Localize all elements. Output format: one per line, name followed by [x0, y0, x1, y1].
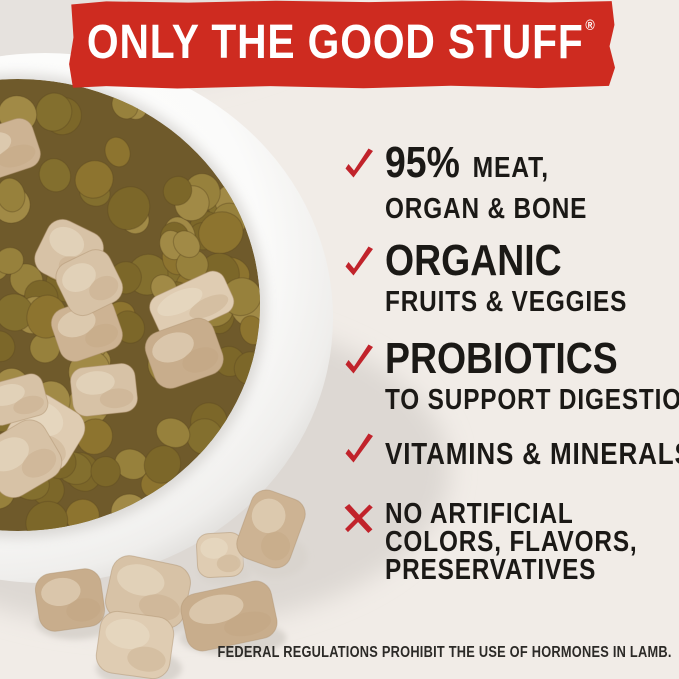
- freeze-dried-chunk: [144, 317, 224, 389]
- registered-trademark: ®: [585, 17, 596, 34]
- kibble-layer: [0, 79, 260, 531]
- kibble-piece: [143, 445, 182, 484]
- kibble-piece: [172, 230, 201, 259]
- kibble-piece: [38, 158, 72, 193]
- benefit-line: NO ARTIFICIAL: [385, 498, 574, 530]
- checklist-item-meat: 95% MEAT, ORGAN & BONE: [343, 138, 626, 225]
- freeze-dried-chunk: [55, 249, 124, 317]
- benefit-headline: 95% MEAT,: [385, 138, 549, 187]
- checkmark-icon: [345, 344, 373, 374]
- kibble-piece: [0, 246, 25, 275]
- kibble-piece: [25, 500, 69, 531]
- freeze-dried-chunk: [236, 489, 306, 569]
- banner-title-text: ONLY THE GOOD STUFF: [87, 16, 584, 69]
- x-icon: [344, 504, 373, 533]
- freeze-dried-chunk: [0, 419, 63, 499]
- benefit-subline: FRUITS & VEGGIES: [385, 286, 628, 318]
- kibble-piece: [107, 186, 151, 231]
- freeze-dried-chunk: [105, 555, 191, 629]
- kibble-piece: [104, 136, 131, 168]
- kibble-piece: [90, 456, 121, 488]
- freeze-dried-chunk: [70, 363, 138, 417]
- banner: ONLY THE GOOD STUFF ®: [69, 0, 615, 89]
- checklist-item-probiotics: PROBIOTICS TO SUPPORT DIGESTION: [343, 334, 679, 416]
- checklist-item-vitamins: VITAMINS & MINERALS: [343, 433, 679, 471]
- freeze-dried-chunk: [50, 296, 123, 362]
- checkmark-icon: [345, 433, 373, 463]
- benefit-line: PRESERVATIVES: [385, 554, 597, 586]
- benefit-headline: PROBIOTICS: [385, 334, 618, 383]
- freeze-dried-chunk: [180, 580, 278, 652]
- kibble-piece: [0, 330, 16, 363]
- freeze-dried-chunk: [196, 531, 244, 579]
- benefit-headline: ORGANIC: [385, 236, 562, 285]
- checklist-item-no-artificial: NO ARTIFICIAL COLORS, FLAVORS, PRESERVAT…: [343, 498, 679, 586]
- banner-title: ONLY THE GOOD STUFF ®: [87, 15, 596, 70]
- benefit-line: COLORS, FLAVORS,: [385, 526, 638, 558]
- kibble-piece: [35, 92, 73, 132]
- checklist-item-organic: ORGANIC FRUITS & VEGGIES: [343, 236, 673, 318]
- checkmark-icon: [345, 148, 373, 178]
- kibble-piece: [0, 177, 26, 213]
- kibble-piece: [155, 417, 191, 449]
- benefit-subline: TO SUPPORT DIGESTION: [385, 384, 679, 416]
- freeze-dried-chunk: [95, 610, 175, 679]
- freeze-dried-chunk: [0, 117, 41, 184]
- freeze-dried-chunk: [0, 373, 49, 426]
- checkmark-icon: [345, 246, 373, 276]
- benefit-headline: VITAMINS & MINERALS: [385, 436, 679, 471]
- benefit-subline: ORGAN & BONE: [385, 193, 588, 225]
- kibble-piece: [198, 211, 244, 255]
- regulatory-footnote: FEDERAL REGULATIONS PROHIBIT THE USE OF …: [217, 644, 672, 661]
- freeze-dried-chunk: [34, 568, 106, 632]
- kibble-piece: [162, 175, 193, 206]
- kibble-piece: [74, 160, 114, 199]
